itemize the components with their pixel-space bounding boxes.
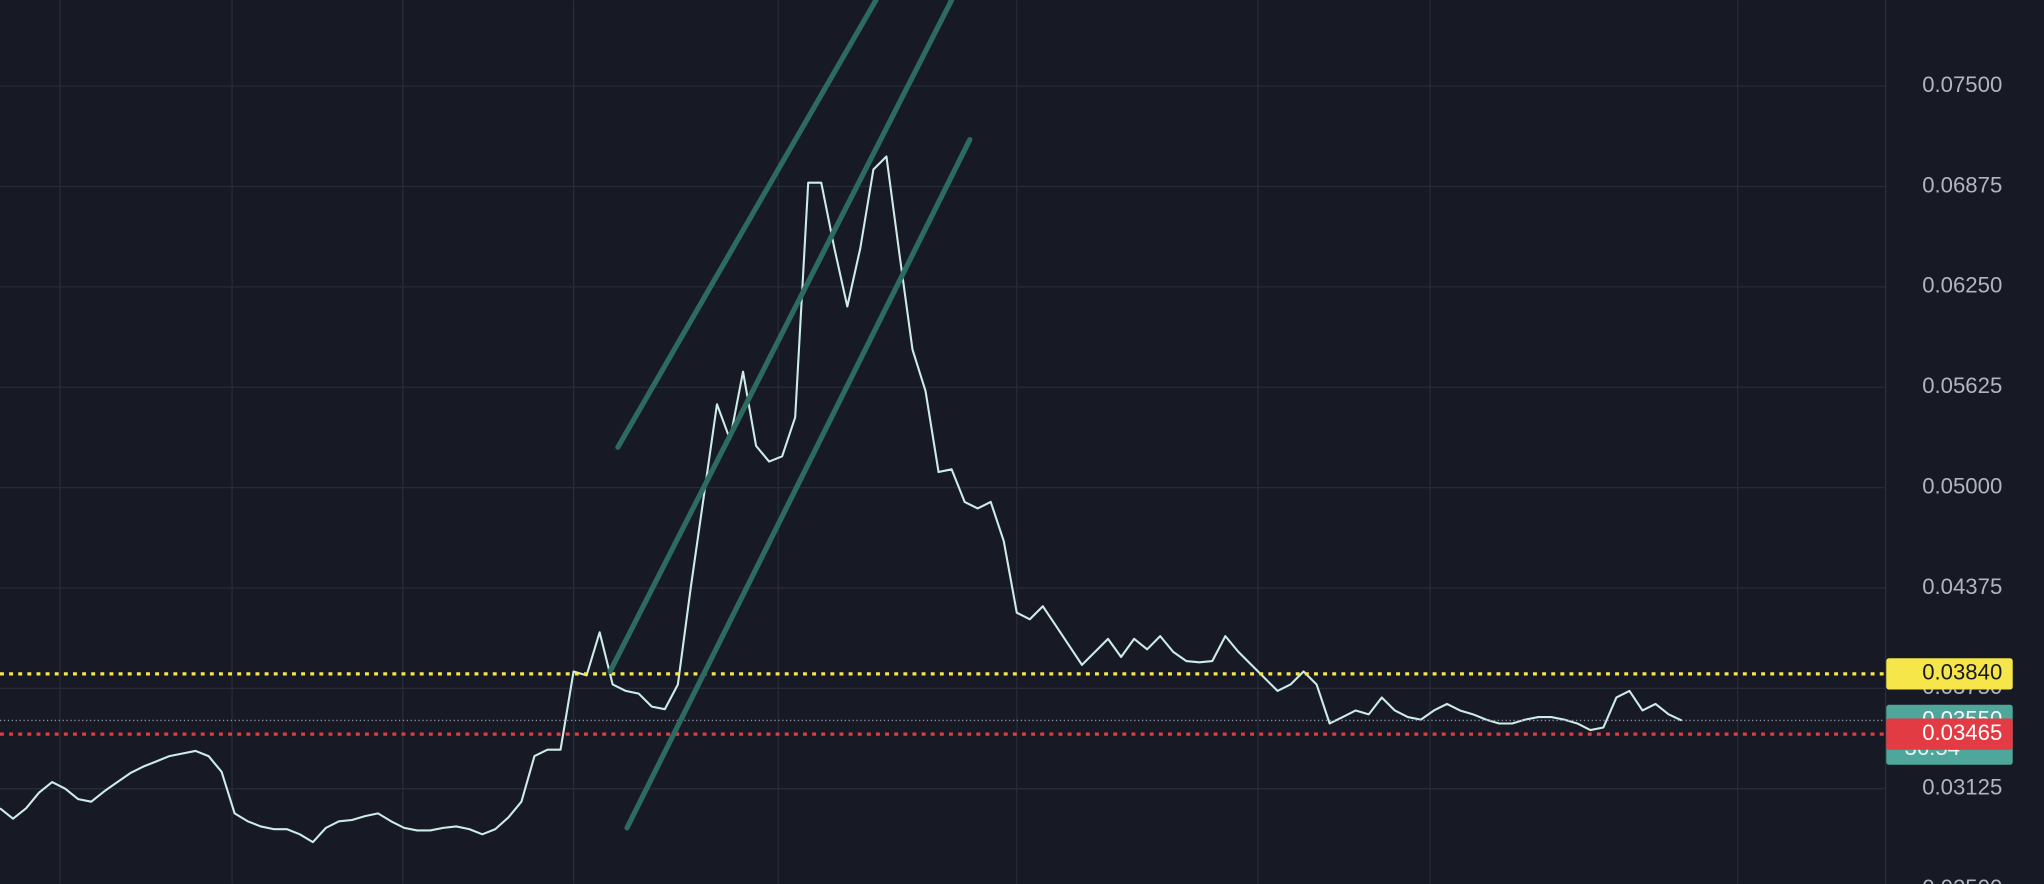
vertical-grid bbox=[59, 0, 1739, 884]
price-label-box bbox=[1886, 658, 2013, 690]
y-tick-label: 0.03125 bbox=[1922, 775, 2002, 800]
channel-drawing bbox=[607, 0, 973, 831]
y-tick-label: 0.06250 bbox=[1922, 273, 2002, 298]
price-line bbox=[0, 155, 1683, 844]
price-label: 0.03465 bbox=[1922, 720, 2002, 745]
y-tick-label: 0.04375 bbox=[1922, 574, 2002, 599]
y-tick-label: 0.06875 bbox=[1922, 172, 2002, 197]
y-tick-label: 0.05000 bbox=[1922, 473, 2002, 498]
price-label-box bbox=[1886, 718, 2013, 750]
horizontal-grid bbox=[0, 85, 1885, 790]
plot bbox=[0, 155, 1885, 844]
y-tick-label: 0.02500 bbox=[1922, 875, 2002, 884]
channel-line bbox=[624, 136, 973, 831]
price-label: 0.03840 bbox=[1922, 660, 2002, 685]
channel-line bbox=[607, 0, 955, 675]
price-axis-labels: 0.07500 0.06875 0.06250 0.05625 0.05000 0.043… bbox=[1922, 72, 2002, 884]
y-tick-label: 0.07500 bbox=[1922, 72, 2002, 97]
channel-line bbox=[615, 0, 879, 450]
y-tick-label: 0.05625 bbox=[1922, 373, 2002, 398]
